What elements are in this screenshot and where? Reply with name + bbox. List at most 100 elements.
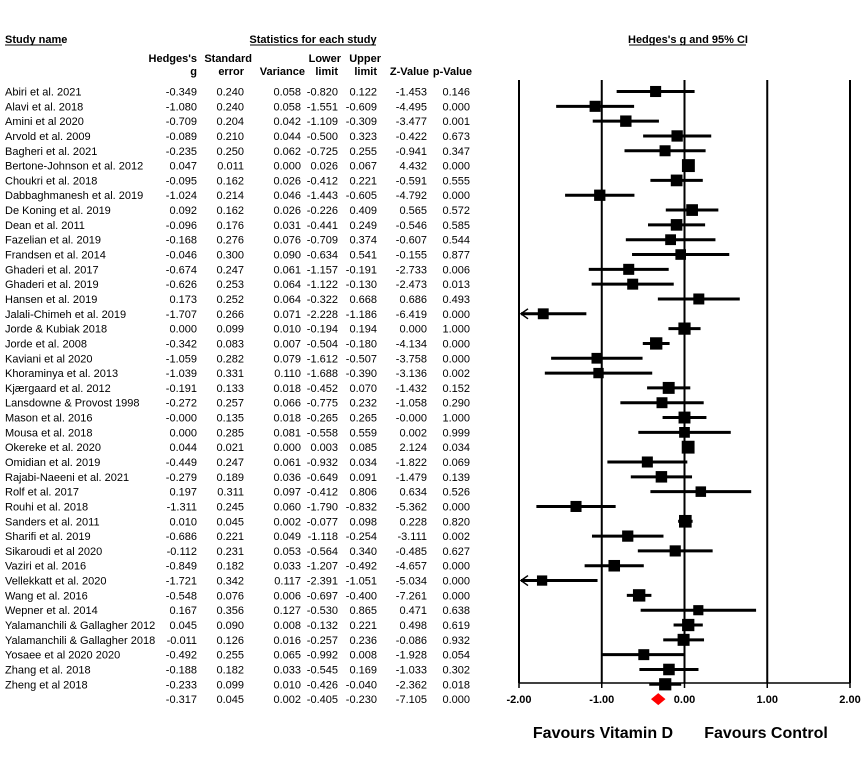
effect-marker — [670, 219, 683, 231]
cell-upper-limit: 0.169 — [349, 664, 377, 676]
study-name: Vaziri et al. 2016 — [5, 561, 86, 573]
cell-lower-limit: -0.504 — [307, 338, 338, 350]
plot-title: Hedges's g and 95% CI — [628, 34, 748, 46]
study-name: Alavi et al. 2018 — [5, 101, 83, 113]
cell-variance: 0.110 — [274, 368, 301, 380]
effect-marker — [695, 486, 707, 497]
study-name: Kjærgaard et al. 2012 — [5, 383, 111, 395]
effect-marker — [537, 308, 549, 320]
cell-p-value: 1.000 — [442, 413, 470, 425]
study-name: Yalamanchili & Gallagher 2012 — [5, 620, 155, 632]
cell-g: -0.349 — [166, 87, 197, 99]
effect-marker — [659, 678, 672, 691]
cell-lower-limit: -1.109 — [307, 116, 338, 128]
cell-variance: 0.076 — [273, 235, 301, 247]
cell-p-value: 0.493 — [442, 294, 470, 306]
cell-lower-limit: -0.545 — [307, 664, 338, 676]
cell-variance: 0.127 — [273, 605, 301, 617]
cell-lower-limit: -1.551 — [307, 101, 338, 113]
cell-g: 0.044 — [169, 442, 197, 454]
cell-lower-limit: 0.003 — [310, 442, 338, 454]
cell-z-value: -1.928 — [396, 650, 427, 662]
table-rows: Abiri et al. 2021 -0.349 0.240 0.058 -0.820 0… — [5, 87, 470, 707]
cell-g: -0.233 — [166, 679, 197, 691]
effect-marker — [670, 174, 683, 187]
cell-lower-limit: -0.775 — [307, 398, 338, 410]
effect-marker — [678, 411, 691, 424]
cell-variance: 0.053 — [273, 546, 301, 558]
cell-lower-limit: -2.228 — [307, 309, 338, 321]
cell-lower-limit: -0.725 — [307, 146, 338, 158]
cell-variance: 0.000 — [273, 161, 301, 173]
cell-lower-limit: -1.443 — [307, 190, 338, 202]
study-name: Jorde et al. 2008 — [5, 338, 87, 350]
effect-marker — [662, 381, 675, 394]
study-name: Choukri et al. 2018 — [5, 175, 97, 187]
cell-upper-limit: 0.232 — [349, 398, 377, 410]
cell-upper-limit: 0.221 — [349, 620, 377, 632]
summary-z-value: -7.105 — [396, 694, 427, 706]
cell-variance: 0.060 — [273, 501, 301, 513]
cell-g: -0.235 — [166, 146, 197, 158]
cell-se: 0.182 — [216, 561, 244, 573]
cell-g: 0.167 — [169, 605, 197, 617]
study-name: Sharifi et al. 2019 — [5, 531, 91, 543]
cell-z-value: 0.002 — [399, 427, 427, 439]
cell-variance: 0.018 — [273, 413, 301, 425]
cell-z-value: -0.086 — [396, 635, 427, 647]
cell-variance: 0.090 — [273, 250, 301, 262]
cell-lower-limit: -0.564 — [307, 546, 338, 558]
effect-marker — [591, 352, 603, 364]
cell-se: 0.021 — [216, 442, 244, 454]
cell-lower-limit: -0.992 — [307, 650, 338, 662]
cell-se: 0.162 — [216, 205, 244, 217]
study-name: Ghaderi et al. 2017 — [5, 264, 99, 276]
cell-lower-limit: -1.612 — [307, 353, 338, 365]
study-name: Sikaroudi et al 2020 — [5, 546, 102, 558]
effect-marker — [693, 605, 704, 616]
cell-variance: 0.036 — [273, 472, 301, 484]
cell-se: 0.240 — [216, 87, 244, 99]
cell-upper-limit: 0.340 — [349, 546, 377, 558]
cell-g: -0.000 — [166, 413, 197, 425]
cell-p-value: 0.572 — [442, 205, 470, 217]
cell-z-value: 0.565 — [399, 205, 427, 217]
cell-lower-limit: -0.412 — [307, 487, 338, 499]
cell-g: -0.849 — [166, 561, 197, 573]
cell-se: 0.182 — [216, 664, 244, 676]
cell-upper-limit: 0.067 — [349, 161, 377, 173]
cell-se: 0.126 — [216, 635, 244, 647]
cell-p-value: 0.627 — [442, 546, 470, 558]
effect-marker — [650, 337, 663, 350]
summary-g: -0.317 — [166, 694, 197, 706]
cell-lower-limit: -1.122 — [307, 279, 338, 291]
cell-g: -0.095 — [166, 175, 197, 187]
cell-lower-limit: -0.265 — [307, 413, 338, 425]
cell-g: -0.548 — [166, 590, 197, 602]
cell-g: -0.449 — [166, 457, 197, 469]
cell-variance: 0.010 — [273, 679, 301, 691]
cell-z-value: 0.634 — [399, 487, 427, 499]
cell-upper-limit: 0.091 — [349, 472, 377, 484]
cell-z-value: -0.546 — [396, 220, 427, 232]
study-name: Okereke et al. 2020 — [5, 442, 101, 454]
cell-se: 0.342 — [216, 576, 244, 588]
effect-marker — [622, 530, 634, 542]
cell-upper-limit: 0.085 — [349, 442, 377, 454]
cell-z-value: -1.432 — [396, 383, 427, 395]
col-header-variance: Variance — [260, 66, 305, 78]
cell-z-value: -0.422 — [396, 131, 427, 143]
effect-marker — [536, 575, 548, 586]
effect-marker — [620, 115, 632, 127]
col-header-se-line2: error — [218, 66, 244, 78]
study-name: Wang et al. 2016 — [5, 590, 88, 602]
cell-upper-limit: 0.008 — [349, 650, 377, 662]
study-name: Kaviani et al 2020 — [5, 353, 92, 365]
cell-g: -0.188 — [166, 664, 197, 676]
cell-g: -0.089 — [166, 131, 197, 143]
effect-marker — [608, 559, 621, 572]
study-name: Yosaee et al 2020 2020 — [5, 650, 120, 662]
cell-g: -0.272 — [166, 398, 197, 410]
effect-marker — [623, 263, 635, 275]
